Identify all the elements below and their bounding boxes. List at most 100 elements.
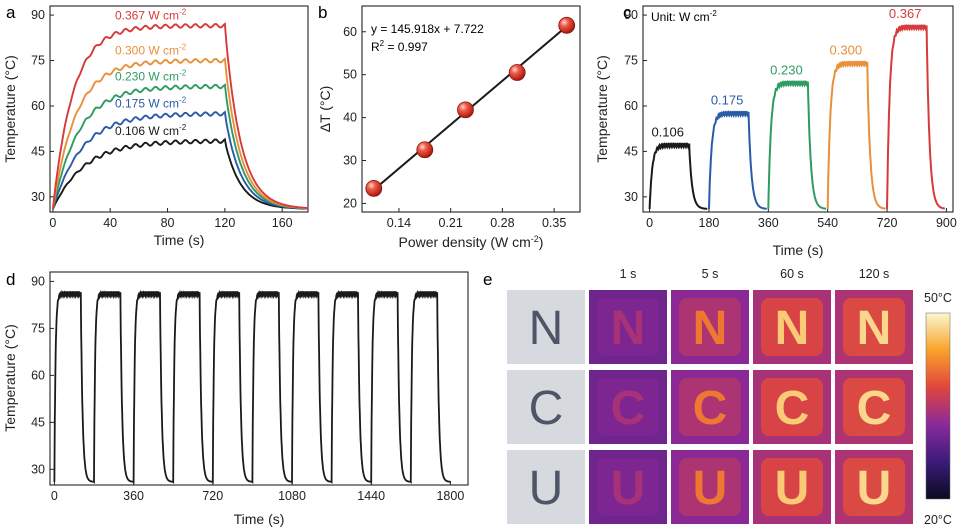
panel-c-unit: Unit: W cm-2 [651, 9, 717, 24]
panel-a-frame [49, 5, 309, 213]
panel-c-xtick-label: 180 [699, 216, 720, 230]
series-label-main: 0.300 W cm [115, 44, 179, 58]
panel-e-thermal-glow [597, 458, 659, 516]
panel-e-thermal-letter: U [775, 462, 810, 515]
panel-d-ytick-label: 45 [31, 415, 45, 429]
panel-c-segment-label: 0.300 [830, 43, 863, 58]
panel-a-series-line [51, 83, 308, 210]
panel-e-thermal-glow [679, 378, 741, 436]
panel-e-thermal-letter: C [775, 382, 810, 435]
panel-c-frame [642, 5, 954, 213]
panel-a-series-label: 0.300 W cm-2 [115, 43, 187, 58]
panel-d-xtick-label: 360 [123, 489, 144, 503]
panel-e-photo-letter: C [529, 382, 564, 435]
panel-b-equation: y = 145.918x + 7.722 [371, 22, 484, 36]
series-label-main: 0.106 W cm [115, 124, 179, 138]
panel-b-frame [361, 5, 581, 213]
panel-a-series-line [51, 22, 309, 210]
series-label-sup: -2 [179, 96, 187, 105]
panel-a-series-label: 0.175 W cm-2 [115, 96, 187, 111]
panel-e-photo-letter: U [529, 462, 564, 515]
panel-c-xtick-label: 900 [936, 216, 957, 230]
panel-e-time-label: 5 s [702, 267, 719, 281]
panel-c-segment-line [886, 24, 946, 210]
panel-c-ytick-label: 30 [624, 190, 638, 204]
panel-b-ytick-label: 40 [343, 111, 357, 125]
series-label-main: 0.367 W cm [115, 9, 179, 23]
panel-a-ylabel: Temperature (°C) [2, 55, 18, 163]
panel-e-thermal-glow [679, 298, 741, 356]
panel-b-point [508, 64, 526, 81]
panel-e-thermal-glow [843, 378, 905, 436]
panel-e-thermal-letter: U [693, 462, 728, 515]
panel-e-thermal-letter: C [611, 382, 646, 435]
colorbar [925, 312, 951, 500]
series-label-sup: -2 [179, 43, 187, 52]
panel-a-ytick-label: 30 [31, 190, 45, 204]
panel-d-xtick-label: 1440 [357, 489, 385, 503]
panel-d-xtick-label: 0 [51, 489, 58, 503]
panel-a-ytick-label: 90 [31, 8, 45, 22]
panel-d-xtick-label: 720 [202, 489, 223, 503]
panel-d-ytick-label: 90 [31, 274, 45, 288]
panel-c-segment-label: 0.175 [711, 93, 744, 108]
panel-e-thermal-letter: N [857, 302, 892, 355]
panel-d-cycle-line [53, 289, 451, 485]
panel-a-series-label: 0.106 W cm-2 [115, 123, 187, 138]
panel-c-segment-label: 0.367 [889, 6, 922, 21]
panel-c-xtick-label: 540 [817, 216, 838, 230]
panel-c-segment-line [648, 142, 708, 210]
panel-c-ytick-label: 45 [624, 144, 638, 158]
panel-c-segment-line [708, 110, 767, 210]
panel-b-point [416, 141, 434, 159]
panel-c-segment-line [767, 80, 827, 210]
panel-e-thermal-glow [843, 298, 905, 356]
panel-a-ytick-label: 45 [31, 144, 45, 158]
panel-e-thermal-glow [597, 378, 659, 436]
panel-e-thermal-glow [679, 458, 741, 516]
panel-e-thermal-letter: U [611, 462, 646, 515]
series-label-sup: -2 [179, 123, 187, 132]
panel-d-ytick-label: 60 [31, 368, 45, 382]
panel-c-segment-label: 0.106 [651, 124, 684, 139]
panel-b-ytick-label: 20 [343, 196, 357, 210]
panel-a-series-line [51, 110, 309, 210]
panel-c-segment-line [826, 60, 886, 210]
xlabel-main: Power density (W cm [399, 234, 531, 250]
series-label-main: 0.230 W cm [115, 69, 179, 83]
r2-label: R [371, 40, 380, 54]
panel-c-xtick-label: 0 [646, 216, 653, 230]
panel-d-ylabel: Temperature (°C) [2, 324, 18, 432]
panel-c-ylabel: Temperature (°C) [594, 55, 610, 163]
panel-a-series-label: 0.367 W cm-2 [115, 8, 187, 23]
panel-b-xtick-label: 0.14 [387, 216, 411, 230]
panel-letter-a: a [6, 3, 16, 22]
colorbar-max-label: 50°C [924, 291, 952, 305]
unit-main: Unit: W cm [651, 10, 710, 24]
panel-a-xtick-label: 120 [214, 216, 235, 230]
panel-e-time-label: 120 s [859, 267, 890, 281]
unit-sup: -2 [710, 9, 718, 18]
panel-a-xtick-label: 160 [272, 216, 293, 230]
series-label-main: 0.175 W cm [115, 97, 179, 111]
panel-a-xlabel: Time (s) [154, 232, 205, 248]
panel-c-chart: 0 180 360 540 720 900 30 45 60 75 90 0.106 0.175 0.2… [594, 5, 957, 258]
panel-e-thermal-letter: C [857, 382, 892, 435]
panel-c-segment-label: 0.230 [770, 62, 803, 77]
panel-d-ytick-label: 30 [31, 462, 45, 476]
panel-a-series-line [51, 57, 309, 210]
panel-d-ytick-label: 75 [31, 321, 45, 335]
panel-e-thermal-letter: U [857, 462, 892, 515]
panel-d-frame [49, 271, 469, 486]
series-label-sup: -2 [179, 68, 187, 77]
r2-sup: 2 [380, 39, 385, 48]
panel-a-xtick-label: 80 [161, 216, 175, 230]
panel-d-xlabel: Time (s) [234, 511, 285, 527]
panel-b-ylabel: ΔT (°C) [317, 86, 333, 133]
panel-a-series-label: 0.230 W cm-2 [115, 68, 187, 83]
panel-a-series-line [52, 137, 308, 210]
panel-b-xtick-label: 0.28 [490, 216, 514, 230]
